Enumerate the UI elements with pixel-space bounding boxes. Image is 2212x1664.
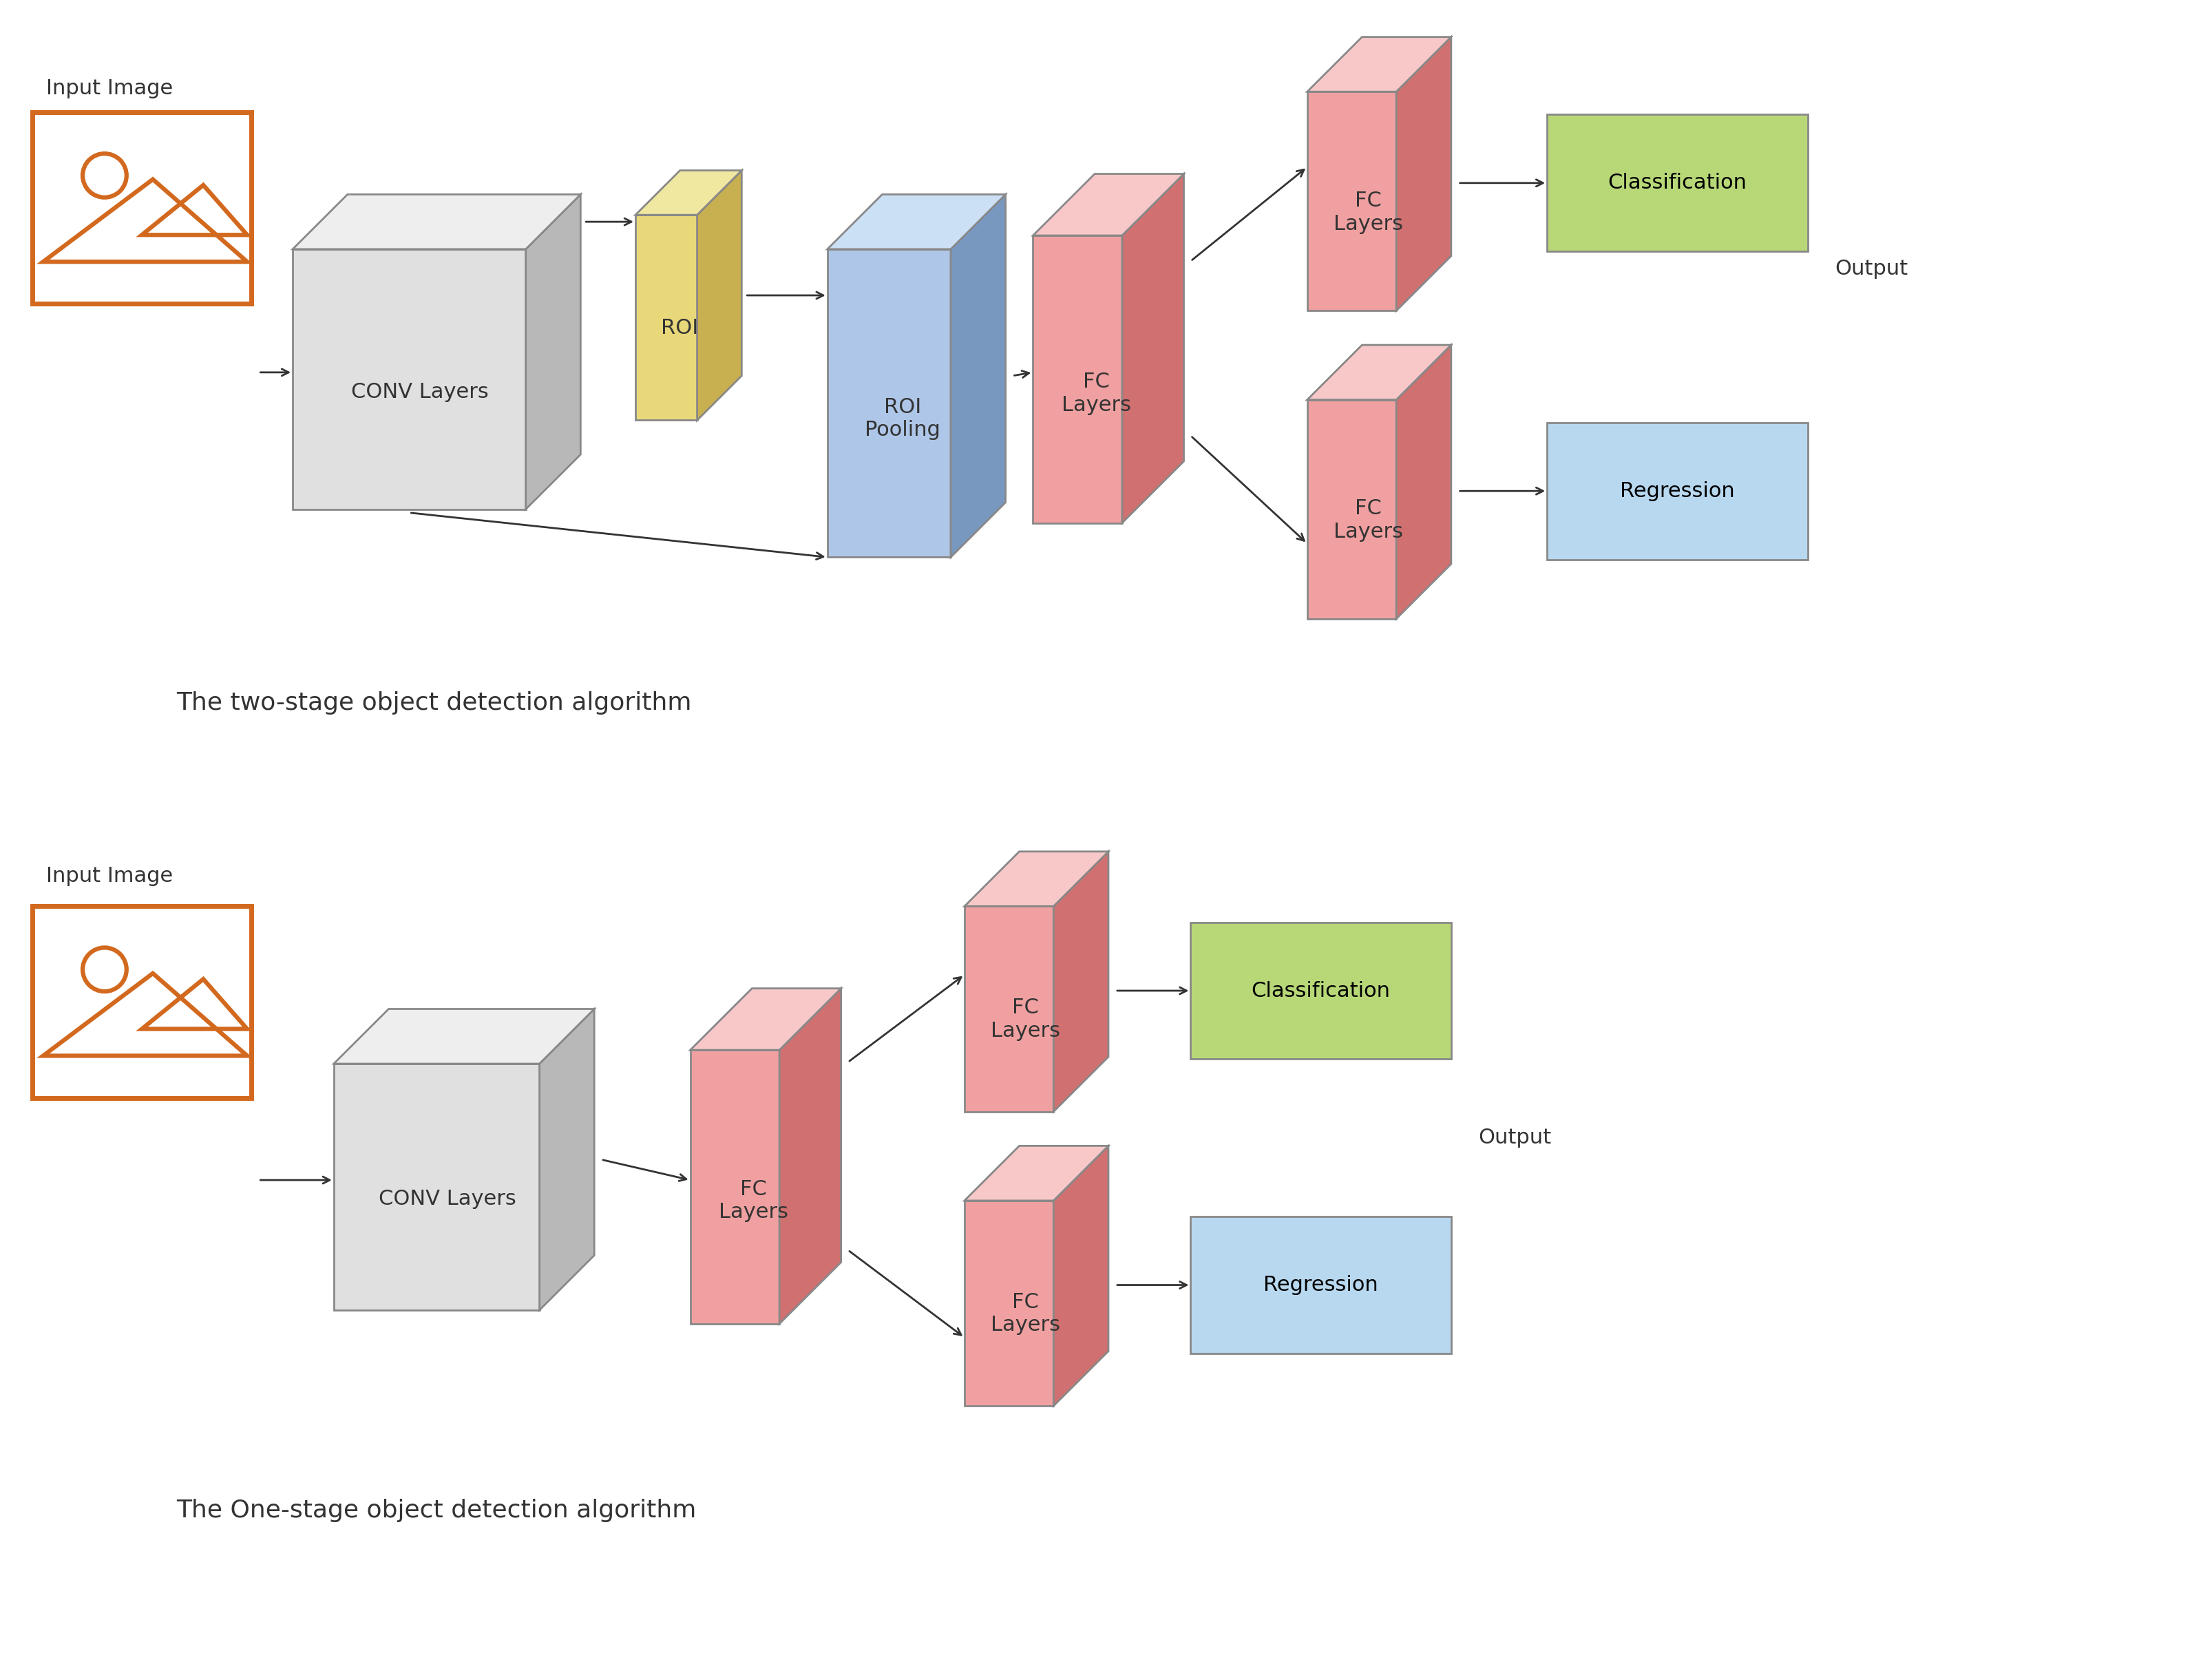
Text: Input Image: Input Image bbox=[46, 865, 173, 885]
Text: Regression: Regression bbox=[1263, 1275, 1378, 1295]
Polygon shape bbox=[540, 1008, 595, 1310]
FancyBboxPatch shape bbox=[1546, 423, 1807, 559]
Text: Output: Output bbox=[1478, 1128, 1551, 1148]
Polygon shape bbox=[635, 215, 697, 421]
Polygon shape bbox=[334, 1008, 595, 1063]
Text: CONV Layers: CONV Layers bbox=[352, 383, 489, 403]
Polygon shape bbox=[964, 1146, 1108, 1201]
Polygon shape bbox=[1033, 173, 1183, 236]
Text: Classification: Classification bbox=[1252, 980, 1391, 1000]
Text: Classification: Classification bbox=[1608, 173, 1747, 193]
Polygon shape bbox=[1121, 173, 1183, 522]
Polygon shape bbox=[292, 250, 526, 509]
FancyBboxPatch shape bbox=[1546, 115, 1807, 251]
Text: ROI
Pooling: ROI Pooling bbox=[865, 398, 940, 439]
Bar bbox=[33, 111, 252, 305]
Polygon shape bbox=[951, 195, 1006, 557]
Polygon shape bbox=[1307, 399, 1396, 619]
Text: Output: Output bbox=[1836, 258, 1909, 278]
Text: CONV Layers: CONV Layers bbox=[378, 1190, 515, 1210]
Polygon shape bbox=[697, 170, 741, 421]
Polygon shape bbox=[964, 907, 1053, 1112]
Text: The two-stage object detection algorithm: The two-stage object detection algorithm bbox=[177, 691, 692, 714]
Polygon shape bbox=[1396, 344, 1451, 619]
Text: Input Image: Input Image bbox=[46, 78, 173, 98]
Polygon shape bbox=[779, 988, 841, 1325]
Polygon shape bbox=[1396, 37, 1451, 311]
Text: FC
Layers: FC Layers bbox=[1062, 373, 1130, 414]
Polygon shape bbox=[827, 195, 1006, 250]
Text: FC
Layers: FC Layers bbox=[991, 1291, 1060, 1335]
Bar bbox=[33, 907, 252, 1098]
Polygon shape bbox=[635, 170, 741, 215]
Polygon shape bbox=[1053, 852, 1108, 1112]
Polygon shape bbox=[827, 250, 951, 557]
Polygon shape bbox=[334, 1063, 540, 1310]
Polygon shape bbox=[964, 1201, 1053, 1406]
Text: The One-stage object detection algorithm: The One-stage object detection algorithm bbox=[177, 1499, 697, 1523]
Polygon shape bbox=[526, 195, 580, 509]
Text: FC
Layers: FC Layers bbox=[719, 1180, 787, 1221]
Polygon shape bbox=[1033, 236, 1121, 522]
Polygon shape bbox=[690, 1050, 779, 1325]
FancyBboxPatch shape bbox=[1190, 1216, 1451, 1353]
Polygon shape bbox=[964, 852, 1108, 907]
Polygon shape bbox=[292, 195, 580, 250]
Polygon shape bbox=[1307, 92, 1396, 311]
Text: Regression: Regression bbox=[1619, 481, 1734, 501]
Polygon shape bbox=[1307, 344, 1451, 399]
Text: FC
Layers: FC Layers bbox=[1334, 499, 1402, 542]
FancyBboxPatch shape bbox=[1190, 922, 1451, 1060]
Text: FC
Layers: FC Layers bbox=[1334, 191, 1402, 233]
Text: ROI: ROI bbox=[661, 318, 699, 338]
Polygon shape bbox=[1053, 1146, 1108, 1406]
Polygon shape bbox=[1307, 37, 1451, 92]
Text: FC
Layers: FC Layers bbox=[991, 998, 1060, 1040]
Polygon shape bbox=[690, 988, 841, 1050]
